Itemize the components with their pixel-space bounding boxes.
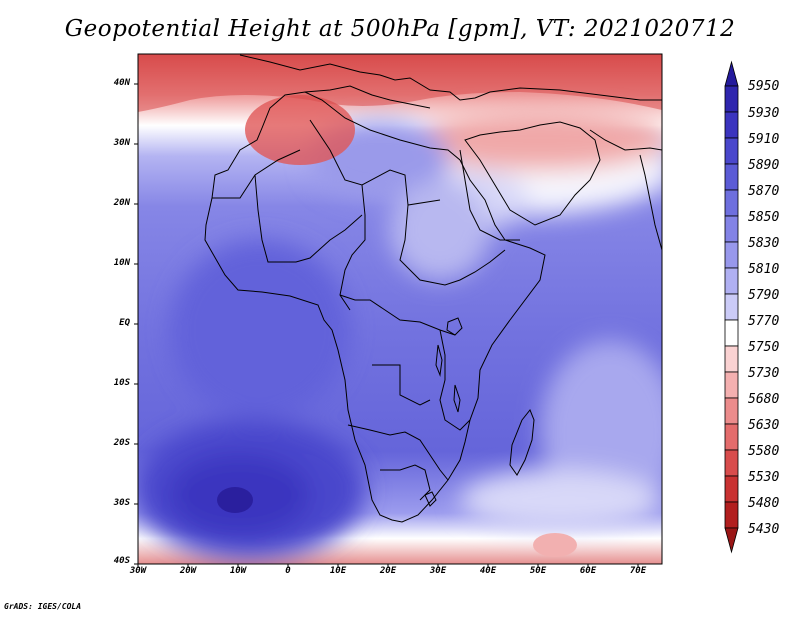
lon-label-40e: 40E [479, 566, 497, 576]
lat-tick-marks [134, 83, 138, 565]
lat-label-10s: 10S [113, 378, 130, 388]
colorbar-label-5580: 5580 [748, 444, 780, 459]
lat-label-30n: 30N [113, 138, 130, 148]
border-2 [309, 119, 441, 206]
lake-victoria [446, 317, 463, 336]
border-5 [339, 294, 456, 336]
border-11 [212, 149, 301, 199]
colorbar-swatch [724, 293, 739, 321]
lon-label-50e: 50E [529, 566, 547, 576]
colorbar-swatch [724, 241, 739, 269]
lesotho [424, 491, 437, 507]
persian-coast [589, 129, 662, 151]
colorbar-swatch [724, 345, 739, 373]
colorbar-swatch [724, 319, 739, 347]
border-4 [399, 204, 506, 286]
mediterranean-north [304, 85, 431, 109]
colorbar-label-5910: 5910 [748, 132, 780, 147]
lon-tick-marks [137, 564, 639, 568]
lake-tanganyika [435, 344, 443, 377]
colorbar-swatch [724, 163, 739, 191]
ne-light [390, 180, 490, 280]
colorbar-label-5930: 5930 [748, 106, 780, 121]
colorbar-label-5810: 5810 [748, 262, 780, 277]
colorbar-swatch [724, 111, 739, 139]
field-features [138, 110, 662, 560]
colorbar-swatch [724, 371, 739, 399]
lat-label-eq: EQ [119, 318, 130, 328]
colorbar-label-5890: 5890 [748, 158, 780, 173]
colorbar-label-5480: 5480 [748, 496, 780, 511]
lat-label-30s: 30S [113, 498, 130, 508]
lon-label-10e: 10E [329, 566, 347, 576]
lon-label-0: 0 [285, 566, 291, 576]
colorbar-label-5950: 5950 [748, 79, 780, 94]
india-coast [639, 154, 662, 251]
colorbar-label-5430: 5430 [748, 522, 780, 537]
colorbar [724, 60, 739, 554]
colorbar-swatch [724, 85, 739, 113]
colorbar-label-5630: 5630 [748, 418, 780, 433]
colorbar-label-5770: 5770 [748, 314, 780, 329]
lon-label-70e: 70E [629, 566, 647, 576]
lake-malawi [453, 384, 461, 413]
colorbar-swatch [724, 397, 739, 425]
west-africa-mid [170, 240, 350, 420]
europe-coast [239, 54, 662, 101]
colorbar-label-5730: 5730 [748, 366, 780, 381]
colorbar-swatch [724, 449, 739, 477]
border-8 [372, 364, 431, 406]
lon-label-10w: 10W [229, 566, 247, 576]
coastlines-and-borders [204, 54, 662, 523]
chart-title: Geopotential Height at 500hPa [gpm], VT:… [64, 16, 736, 42]
colorbar-label-5790: 5790 [748, 288, 780, 303]
colorbar-arrow-bottom [724, 527, 739, 554]
se-pale [460, 470, 660, 530]
colorbar-label-5830: 5830 [748, 236, 780, 251]
height-field [138, 54, 662, 564]
colorbar-swatch [724, 501, 739, 529]
lon-label-30w: 30W [129, 566, 147, 576]
colorbar-swatch [724, 267, 739, 295]
map-frame [137, 53, 663, 565]
madagascar [509, 409, 535, 476]
colorbar-label-5680: 5680 [748, 392, 780, 407]
grads-credit: GrADS: IGES/COLA [4, 602, 82, 611]
colorbar-swatch [724, 475, 739, 503]
colorbar-label-5750: 5750 [748, 340, 780, 355]
africa-coastline [204, 91, 546, 523]
lon-label-60e: 60E [579, 566, 597, 576]
sw-red-patch [533, 533, 577, 557]
lat-label-20n: 20N [113, 198, 130, 208]
lat-label-20s: 20S [113, 438, 130, 448]
lon-label-20e: 20E [379, 566, 397, 576]
arabia-coast [464, 121, 601, 226]
border-9 [380, 464, 431, 501]
lat-label-40n: 40N [113, 78, 130, 88]
border-6 [439, 329, 471, 431]
border-1 [254, 174, 363, 263]
lat-label-40s: 40S [113, 556, 130, 566]
south-atlantic-high-core [217, 487, 253, 513]
lat-label-10n: 10N [113, 258, 130, 268]
north-red-band [138, 54, 662, 112]
border-7 [347, 424, 449, 481]
north-high-red [245, 95, 355, 165]
colorbar-swatch [724, 137, 739, 165]
colorbar-arrow-top [724, 60, 739, 87]
lon-label-20w: 20W [179, 566, 197, 576]
colorbar-label-5530: 5530 [748, 470, 780, 485]
lon-label-30e: 30E [429, 566, 447, 576]
colorbar-label-5870: 5870 [748, 184, 780, 199]
colorbar-label-5850: 5850 [748, 210, 780, 225]
colorbar-swatch [724, 423, 739, 451]
border-10 [459, 149, 520, 241]
colorbar-swatch [724, 189, 739, 217]
colorbar-swatch [724, 215, 739, 243]
